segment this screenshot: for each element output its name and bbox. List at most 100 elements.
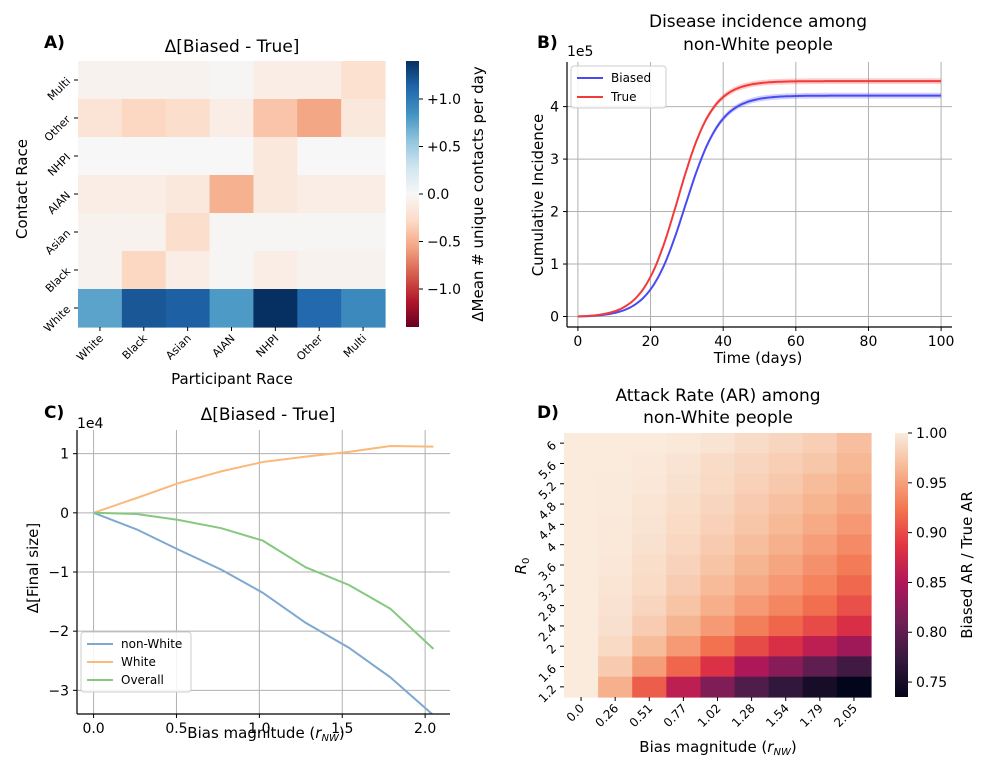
panel-b-title-line-2: non-White people [683, 35, 833, 55]
heatmap-d-y-tick-label: 4.4 [536, 520, 559, 543]
panel-c-xlabel-main: Bias magnitude ( [187, 724, 315, 742]
heatmap-d-x-tick-label: 1.02 [695, 701, 724, 730]
heatmap-d-cell [734, 453, 770, 475]
heatmap-a-cell [78, 251, 123, 290]
colorbar-d-ticks: 1.00 0.95 0.90 0.85 0.80 0.75 [908, 426, 947, 691]
heatmap-d-cell [564, 575, 599, 597]
heatmap-d-cell [564, 534, 599, 556]
panel-d-ylabel: R0 [512, 558, 532, 575]
panel-c-x-tick-label: 0.5 [165, 721, 187, 737]
heatmap-d-cell [836, 453, 872, 475]
heatmap-a-cell [121, 175, 167, 214]
heatmap-a-cell [341, 213, 386, 252]
heatmap-a-cell [165, 213, 211, 252]
panel-c-y-tick-label: −3 [48, 683, 69, 699]
heatmap-d-cell [734, 433, 770, 454]
panel-d-title-line-2: non-White people [643, 408, 793, 428]
heatmap-d-cell [700, 615, 736, 637]
panel-b-y-tick-label: 3 [550, 152, 559, 168]
heatmap-d-cell [666, 534, 702, 556]
heatmap-a-cell [253, 175, 298, 214]
heatmap-d-cell [564, 676, 599, 698]
panel-d-ylabel-sub: 0 [521, 558, 532, 564]
heatmap-d-cell [734, 636, 770, 657]
heatmap-d-cell [632, 595, 667, 617]
panel-d-xlabel: Bias magnitude (rNW) [639, 738, 796, 758]
heatmap-a-x-tick-label: White [74, 332, 106, 364]
heatmap-d-x-tick-label: 2.05 [831, 701, 860, 730]
heatmap-d-cell [836, 514, 872, 536]
heatmap-d-x-tick-label: 0.0 [564, 701, 587, 724]
heatmap-a-cell [121, 99, 167, 138]
panel-b-xlabel: Time (days) [713, 349, 803, 367]
panel-c-x-tick-label: 0.0 [82, 721, 104, 737]
heatmap-d-cell [598, 575, 633, 597]
heatmap-d-x-tick-label: 0.77 [661, 701, 690, 730]
colorbar-d-tick-label: 0.95 [916, 476, 947, 492]
heatmap-a-cell [78, 175, 123, 214]
heatmap-d-cell [598, 656, 633, 678]
heatmap-d-cell [802, 575, 838, 597]
heatmap-d-cell [768, 433, 804, 454]
panel-c-line-non-white [93, 511, 434, 714]
panel-b-y-tick-label: 0 [550, 310, 559, 326]
heatmap-d-cell [632, 676, 667, 698]
heatmap-d-cell [700, 534, 736, 556]
panel-b-y-tick-label: 2 [550, 205, 559, 221]
heatmap-a-cell [165, 289, 211, 328]
heatmap-a-cell [78, 61, 123, 100]
heatmap-d-cell [836, 656, 872, 678]
heatmap-d-cell [700, 595, 736, 617]
panel-b-title-line-1: Disease incidence among [649, 12, 867, 32]
heatmap-d-cell [734, 575, 770, 597]
heatmap-d-cell [734, 676, 770, 698]
heatmap-a-cell [209, 289, 255, 328]
heatmap-d-cell [700, 554, 736, 576]
heatmap-d-cell [666, 473, 702, 495]
heatmap-d-cell [564, 473, 599, 495]
heatmap-d-cell [768, 575, 804, 597]
panel-b-band-biased [577, 92, 942, 317]
colorbar-a-tick-label: +1.0 [427, 92, 461, 108]
heatmap-a-cell [121, 61, 167, 100]
heatmap-d-cell [768, 473, 804, 495]
heatmap-a-cell [121, 251, 167, 290]
heatmap-d-cell [734, 473, 770, 495]
heatmap-a-x-ticks: White Black Asian AIAN NHPI Other Multi [74, 327, 369, 364]
heatmap-a-cell [297, 99, 342, 138]
heatmap-d-y-tick-label: 1.6 [536, 662, 559, 685]
heatmap-d-x-ticks: 0.0 0.26 0.51 0.77 1.02 1.28 1.54 1.79 2.05 [564, 697, 860, 730]
heatmap-d-cell [700, 676, 736, 698]
heatmap-a-y-tick-label: Black [43, 264, 74, 295]
colorbar-d-tick-label: 0.75 [916, 675, 947, 691]
heatmap-a-y-tick-label: Multi [45, 75, 73, 103]
colorbar-d-tick-label: 0.90 [916, 526, 947, 542]
panel-c-ticks: 0.0 0.5 1.0 1.5 2.0 1 0 −1 −2 −3 [48, 447, 436, 737]
heatmap-d-cell [700, 453, 736, 475]
heatmap-d-cells [564, 433, 872, 698]
heatmap-d-cell [598, 514, 633, 536]
heatmap-d-cell [836, 433, 872, 454]
colorbar-a-label: ΔMean # unique contacts per day [469, 66, 487, 322]
panel-c-y-tick-label: 0 [60, 506, 69, 522]
panel-d-title-line-1: Attack Rate (AR) among [615, 386, 820, 406]
panel-b-x-tick-label: 20 [642, 334, 660, 350]
heatmap-d-cell [666, 453, 702, 475]
heatmap-d-cell [564, 554, 599, 576]
heatmap-d-cell [564, 636, 599, 657]
panel-b-legend-label: True [610, 90, 637, 104]
colorbar-a-tick-label: −1.0 [427, 282, 461, 298]
panel-a-label: A) [44, 33, 65, 53]
heatmap-d-cell [700, 656, 736, 678]
colorbar-d-label: Biased AR / True AR [958, 491, 976, 639]
panel-d: D) Attack Rate (AR) among non-White peop… [512, 386, 976, 758]
panel-d-ylabel-main: R [512, 564, 530, 574]
panel-c-scale-label: 1e4 [77, 416, 104, 432]
heatmap-d-cell [632, 575, 667, 597]
heatmap-a-cell [341, 175, 386, 214]
heatmap-d-cell [768, 534, 804, 556]
heatmap-d-cell [802, 433, 838, 454]
panel-a-title: Δ[Biased - True] [165, 37, 300, 57]
heatmap-d-cell [598, 554, 633, 576]
